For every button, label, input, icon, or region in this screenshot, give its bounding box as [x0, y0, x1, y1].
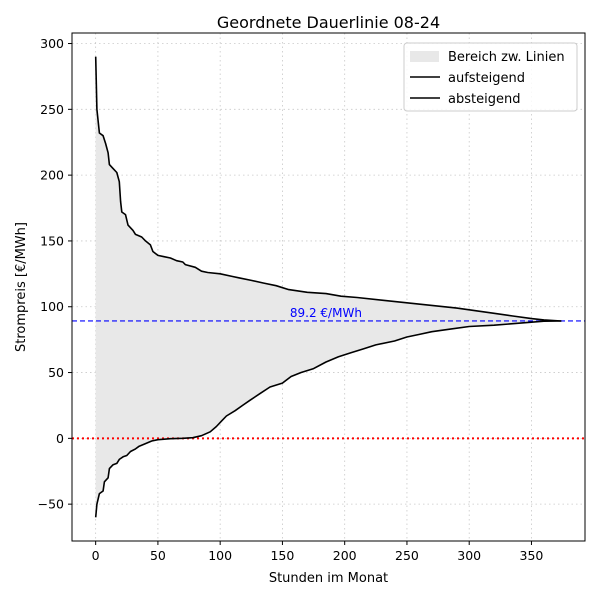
x-tick-label: 300	[457, 548, 481, 563]
plot-frame	[71, 32, 586, 542]
x-tick-label: 0	[92, 548, 100, 563]
fill-layer	[95, 56, 562, 518]
reference-lines: 89.2 €/MWh	[72, 306, 585, 440]
ticks: 0 50 100 150 200 250 300 350 −50 0 50 100 150 200 250 3…	[38, 36, 544, 563]
legend: Bereich zw. Linien aufsteigend absteigen…	[403, 42, 578, 112]
x-axis-title: Stunden im Monat	[269, 571, 388, 586]
x-tick-label: 350	[520, 548, 544, 563]
y-tick-label: 200	[40, 168, 64, 183]
x-tick-label: 250	[395, 548, 419, 563]
line-descending	[94, 56, 562, 322]
series-lines	[94, 56, 562, 518]
y-axis-title: Strompreis [€/MWh]	[14, 222, 29, 352]
x-tick-label: 50	[150, 548, 166, 563]
mean-price-label: 89.2 €/MWh	[290, 306, 362, 320]
grid	[72, 33, 585, 541]
legend-label-area: Bereich zw. Linien	[448, 50, 565, 65]
y-tick-label: 150	[40, 233, 64, 248]
fill-between-area	[95, 56, 562, 518]
x-tick-label: 150	[270, 548, 294, 563]
x-tick-label: 200	[333, 548, 357, 563]
y-tick-label: −50	[38, 497, 64, 512]
legend-label-ascending: aufsteigend	[448, 71, 525, 86]
legend-swatch-fill	[410, 51, 439, 62]
legend-box	[403, 42, 578, 112]
y-tick-label: 100	[40, 299, 64, 314]
legend-label-descending: absteigend	[448, 92, 520, 107]
y-tick-label: 250	[40, 102, 64, 117]
y-tick-label: 300	[40, 36, 64, 51]
y-tick-label: 50	[48, 365, 64, 380]
chart-title: Geordnete Dauerlinie 08-24	[217, 13, 440, 32]
x-tick-label: 100	[208, 548, 232, 563]
line-ascending	[94, 320, 562, 518]
y-tick-label: 0	[56, 431, 64, 446]
